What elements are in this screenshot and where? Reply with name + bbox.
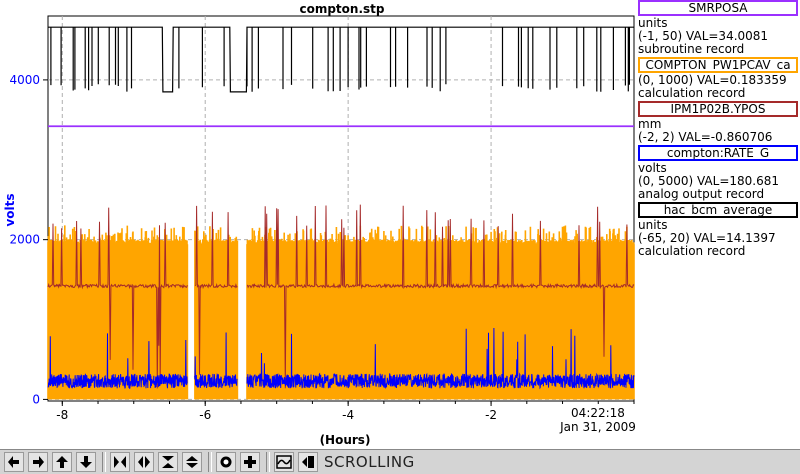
axes: -8 -6 -4 -2 0 2000 4000 xyxy=(9,73,635,422)
series-brown-line xyxy=(47,204,635,389)
y-axis-label: volts xyxy=(3,193,17,226)
legend-detail-line: mm xyxy=(638,117,662,131)
chart-title: compton.stp xyxy=(299,2,384,16)
x-tick-label: -2 xyxy=(485,408,497,422)
x-tick-label: -8 xyxy=(56,408,68,422)
legend-detail-line: volts xyxy=(638,161,667,175)
legend-detail-line: subroutine record xyxy=(638,42,745,56)
legend-entry-box[interactable]: hac_bcm_average xyxy=(638,202,798,218)
legend-entry-box[interactable]: SMRPOSA xyxy=(638,0,798,16)
compress-horizontal-icon[interactable] xyxy=(134,452,154,472)
legend-detail-line: (-1, 50) VAL=34.0081 xyxy=(638,29,769,43)
date-label: Jan 31, 2009 xyxy=(559,420,636,434)
toolbar-separator xyxy=(266,452,270,472)
legend-detail-line: calculation record xyxy=(638,86,746,100)
arrow-right-icon[interactable] xyxy=(28,452,48,472)
compress-vertical-icon[interactable] xyxy=(182,452,202,472)
y-tick-label: 4000 xyxy=(9,73,40,87)
toolbar: SCROLLING xyxy=(0,449,800,474)
arrow-up-icon[interactable] xyxy=(52,452,72,472)
x-tick-label: -6 xyxy=(199,408,211,422)
legend-entry-box[interactable]: COMPTON_PW1PCAV_ca xyxy=(638,57,798,73)
legend-detail-line: (0, 1000) VAL=0.183359 xyxy=(638,73,787,87)
autoscale-icon[interactable] xyxy=(274,452,294,472)
target-icon[interactable] xyxy=(216,452,236,472)
y-tick-label: 2000 xyxy=(9,233,40,247)
expand-vertical-icon[interactable] xyxy=(158,452,178,472)
x-tick-label: -4 xyxy=(342,408,354,422)
y-tick-label: 0 xyxy=(32,392,40,406)
expand-horizontal-icon[interactable] xyxy=(110,452,130,472)
plus-icon[interactable] xyxy=(240,452,260,472)
screenshot-icon[interactable] xyxy=(298,452,318,472)
legend-detail-line: (0, 5000) VAL=180.681 xyxy=(638,174,779,188)
arrow-down-icon[interactable] xyxy=(76,452,96,472)
legend-detail-line: analog output record xyxy=(638,187,765,201)
chart: -8 -6 -4 -2 0 2000 4000 compton.stp volts (Hou… xyxy=(3,2,636,447)
series-black-line xyxy=(48,26,634,93)
status-label: SCROLLING xyxy=(324,453,415,471)
legend-detail-line: units xyxy=(638,218,668,232)
toolbar-separator xyxy=(102,452,106,472)
toolbar-separator xyxy=(208,452,212,472)
legend-detail-line: (-65, 20) VAL=14.1397 xyxy=(638,231,776,245)
legend-entry-box[interactable]: compton:RATE_G xyxy=(638,145,798,161)
legend-detail-line: units xyxy=(638,16,668,30)
series-orange-band xyxy=(47,225,635,400)
time-label: 04:22:18 xyxy=(571,406,625,420)
series-blue-line xyxy=(47,327,635,390)
x-axis-label: (Hours) xyxy=(320,433,371,447)
series-layer xyxy=(47,26,635,400)
legend-detail-line: calculation record xyxy=(638,244,746,258)
arrow-left-icon[interactable] xyxy=(4,452,24,472)
legend-entry-box[interactable]: IPM1P02B.YPOS xyxy=(638,101,798,117)
legend-detail-line: (-2, 2) VAL=-0.860706 xyxy=(638,130,773,144)
